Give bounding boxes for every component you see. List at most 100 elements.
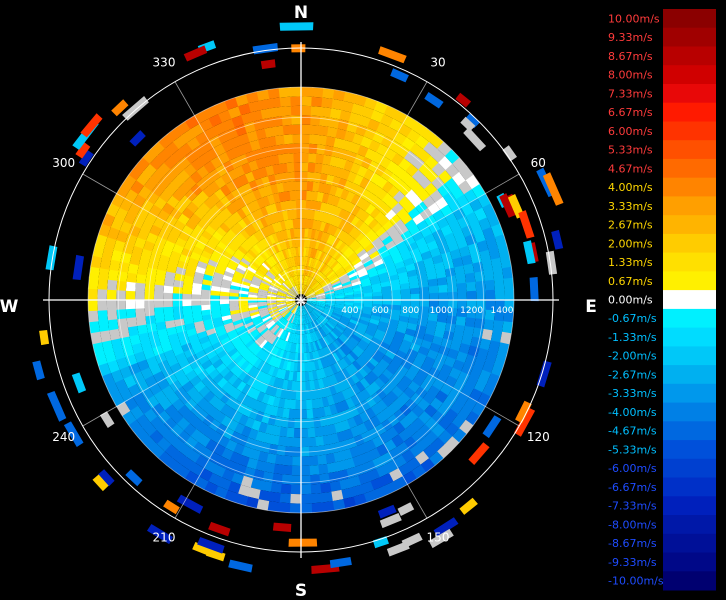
velocity-cell [378,358,390,370]
velocity-cell [334,460,347,472]
velocity-cell [220,307,230,313]
velocity-cell [300,428,309,438]
velocity-cell [437,307,448,317]
velocity-cell [295,275,299,285]
velocity-cell [209,336,221,346]
velocity-cell [321,264,329,274]
velocity-cell [310,502,324,513]
velocity-cell [254,321,265,329]
velocity-cell [127,262,139,274]
velocity-cell [214,387,227,400]
velocity-cell [281,465,293,476]
colorbar-swatch [663,458,716,478]
outer-echo-cell [468,442,490,465]
velocity-cell [317,274,326,283]
velocity-cell [248,408,259,420]
velocity-cell [225,407,237,420]
velocity-cell [222,340,233,350]
velocity-cell [240,313,251,320]
velocity-cell [454,324,465,336]
velocity-cell [290,304,298,312]
velocity-cell [286,295,296,299]
velocity-cell [382,235,394,246]
velocity-cell [372,303,383,309]
velocity-cell [301,284,304,295]
velocity-cell [342,311,353,317]
velocity-cell [270,311,280,318]
velocity-cell [186,386,199,399]
velocity-cell [301,96,313,107]
velocity-cell [319,221,327,232]
velocity-cell [259,310,269,316]
velocity-cell [282,282,291,290]
velocity-cell [196,260,208,270]
velocity-cell [240,360,250,371]
velocity-cell [271,356,279,368]
velocity-cell [412,213,425,226]
velocity-cell [283,321,290,331]
velocity-cell [325,302,335,306]
velocity-cell [347,339,357,349]
velocity-cell [320,314,329,322]
velocity-cell [305,209,311,220]
velocity-cell [200,359,213,370]
velocity-cell [449,340,462,353]
velocity-cell [288,290,297,297]
velocity-cell [293,324,298,334]
velocity-cell [255,219,265,230]
velocity-cell [362,490,378,503]
velocity-cell [259,327,269,336]
velocity-cell [346,213,356,225]
velocity-cell [394,330,406,340]
velocity-cell [255,370,265,381]
velocity-cell [307,313,314,323]
velocity-cell [292,323,296,334]
outer-echo-cell [536,360,552,388]
azimuth-spoke [300,299,520,427]
velocity-cell [191,304,202,312]
velocity-cell [198,385,211,398]
velocity-cell [262,315,272,322]
velocity-cell [488,247,501,261]
velocity-cell [246,375,256,387]
outer-echo-cell [205,548,226,562]
velocity-cell [243,466,256,479]
velocity-cell [220,184,232,197]
velocity-cell [153,291,164,300]
velocity-cell [335,239,344,250]
velocity-cell [106,288,117,300]
velocity-cell [307,313,313,323]
velocity-cell [316,300,326,303]
velocity-cell [287,171,296,182]
velocity-cell [97,309,108,322]
velocity-cell [353,94,368,107]
velocity-cell [219,392,232,404]
velocity-cell [203,197,216,210]
velocity-cell [316,297,326,300]
velocity-cell [287,248,293,258]
velocity-cell [265,453,277,464]
velocity-cell [116,356,129,370]
velocity-cell [237,484,251,497]
velocity-cell [353,260,364,270]
velocity-cell [164,319,176,329]
outer-echo-cell [499,193,517,218]
velocity-cell [261,352,270,363]
velocity-cell [227,347,238,358]
velocity-cell [106,381,120,397]
outer-echo-cell [78,149,94,167]
azimuth-label: 150 [427,530,450,544]
velocity-cell [333,308,344,314]
velocity-cell [271,265,280,275]
velocity-cell [398,277,410,285]
velocity-cell [183,176,197,190]
velocity-cell [194,349,207,360]
velocity-cell [129,333,141,346]
colorbar-label: 0.00m/s [608,294,653,307]
velocity-cell [382,368,394,380]
velocity-cell [278,87,292,98]
velocity-cell [400,359,413,371]
velocity-cell [285,300,296,304]
velocity-cell [290,314,296,324]
velocity-cell [350,484,364,497]
